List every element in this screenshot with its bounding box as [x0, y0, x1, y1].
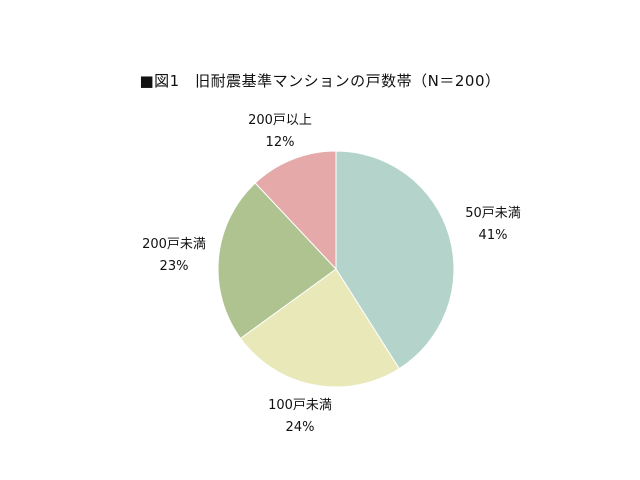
- category-label: 100戸未満: [268, 398, 332, 413]
- category-label: 50戸未満: [465, 206, 521, 221]
- chart-title: ■図1 旧耐震基準マンションの戸数帯（N＝200）: [139, 72, 501, 90]
- pie-slice-3: [254, 150, 337, 271]
- pie-slice-0: [335, 150, 455, 370]
- slice-label-100-under: 100戸未満 24%: [255, 395, 345, 439]
- slice-label-200-under: 200戸未満 23%: [129, 234, 219, 278]
- pie-slice-1: [239, 268, 400, 388]
- slice-label-50-under: 50戸未満 41%: [448, 203, 538, 247]
- slice-label-200-over: 200戸以上 12%: [235, 110, 325, 154]
- percent-label: 12%: [265, 135, 295, 150]
- percent-label: 24%: [285, 420, 315, 435]
- category-label: 200戸以上: [248, 113, 312, 128]
- category-label: 200戸未満: [142, 237, 206, 252]
- percent-label: 41%: [478, 228, 508, 243]
- percent-label: 23%: [159, 259, 189, 274]
- pie-slice-2: [217, 182, 337, 340]
